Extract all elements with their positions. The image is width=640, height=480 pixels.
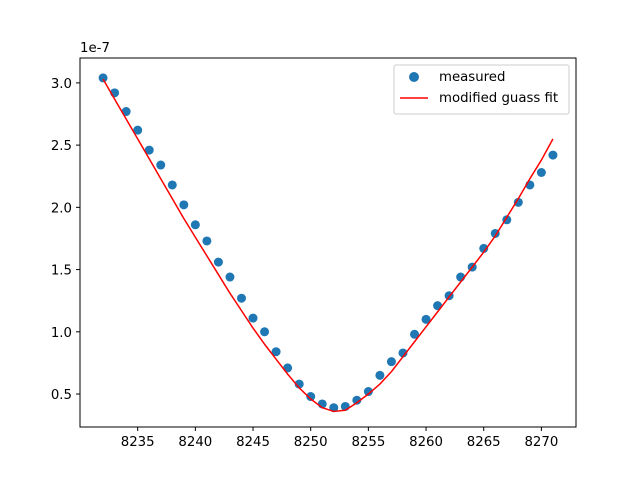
measured-point — [236, 293, 246, 303]
y-tick-label: 2.5 — [51, 139, 72, 154]
measured-point — [144, 145, 154, 155]
y-tick-label: 0.5 — [51, 388, 72, 403]
measured-point — [479, 243, 489, 253]
x-tick-label: 8255 — [351, 435, 385, 450]
measured-point — [98, 73, 108, 83]
measured-point — [271, 347, 281, 357]
measured-point — [179, 200, 189, 210]
measured-point — [260, 327, 270, 337]
x-tick-label: 8235 — [121, 435, 155, 450]
y-tick-label: 1.0 — [51, 326, 72, 341]
measured-point — [375, 370, 385, 380]
x-tick-label: 8265 — [467, 435, 501, 450]
legend: measured modified guass fit — [393, 64, 570, 115]
measured-point — [386, 357, 396, 367]
measured-point — [306, 392, 316, 402]
measured-point — [190, 220, 200, 230]
measured-point — [294, 379, 304, 389]
x-tick-label: 8240 — [178, 435, 212, 450]
x-tick-label: 8250 — [294, 435, 328, 450]
measured-point — [167, 180, 177, 190]
x-tick-label: 8270 — [524, 435, 558, 450]
measured-point — [352, 395, 362, 405]
measured-point — [513, 197, 523, 207]
measured-point — [363, 387, 373, 397]
legend-marker-measured — [409, 72, 419, 82]
measured-point — [213, 257, 223, 267]
measured-point — [225, 272, 235, 282]
measured-point — [548, 150, 558, 160]
x-tick-label: 8245 — [236, 435, 270, 450]
y-tick-label: 3.0 — [51, 77, 72, 92]
y-axis-ticks: 0.5 1.0 1.5 2.0 2.5 3.0 — [51, 77, 80, 403]
legend-label-measured: measured — [439, 70, 505, 85]
measured-point — [156, 160, 166, 170]
plot-frame — [79, 57, 577, 428]
legend-box — [393, 64, 570, 115]
measured-point — [133, 125, 143, 135]
y-tick-label: 1.5 — [51, 264, 72, 279]
x-tick-label: 8260 — [409, 435, 443, 450]
data-marks — [98, 73, 558, 413]
measured-point — [410, 329, 420, 339]
legend-label-fit: modified guass fit — [439, 91, 558, 106]
fit-line — [102, 78, 554, 413]
x-axis-ticks: 8235 8240 8245 8250 8255 8260 8265 8270 — [121, 427, 558, 450]
y-axis-offset-label: 1e-7 — [80, 41, 110, 56]
y-tick-label: 2.0 — [51, 201, 72, 216]
measured-point — [421, 314, 431, 324]
measured-point — [202, 236, 212, 246]
measured-point — [398, 348, 408, 358]
measured-point — [248, 313, 258, 323]
measured-point — [536, 167, 546, 177]
